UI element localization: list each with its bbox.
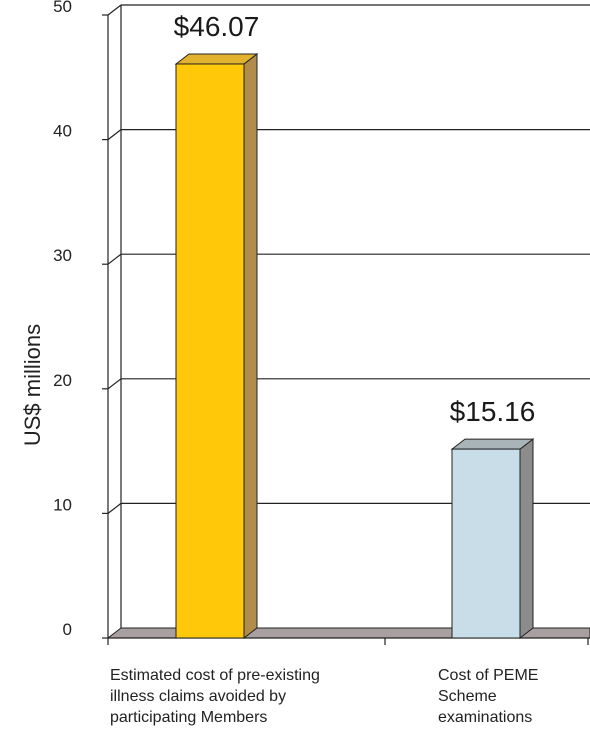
- bar-top: [174, 53, 259, 65]
- category-label: illness claims avoided by: [110, 688, 286, 705]
- category-label: Estimated cost of pre-existing: [110, 667, 320, 684]
- y-axis-label: US$ millions: [20, 324, 45, 446]
- gridline-connector: [107, 502, 122, 514]
- gridline-connector: [107, 129, 122, 141]
- y-tick-label: 30: [53, 246, 72, 265]
- gridline-connector: [107, 4, 122, 16]
- y-tick-label: 0: [63, 620, 72, 639]
- y-tick-label: 20: [53, 371, 72, 390]
- category-label: Scheme: [438, 688, 497, 705]
- bar-top: [450, 438, 535, 450]
- data-label: $46.07: [174, 11, 260, 42]
- gridline-connector: [107, 253, 122, 265]
- gridline-connector: [107, 378, 122, 390]
- y-tick-label: 50: [53, 0, 72, 16]
- bar: [175, 63, 245, 639]
- y-tick-label: 40: [53, 122, 72, 141]
- bar-side: [519, 438, 534, 640]
- category-label: Cost of PEME: [438, 667, 538, 684]
- category-label: examinations: [438, 709, 532, 726]
- bar-side: [243, 52, 258, 640]
- y-tick-label: 10: [53, 495, 72, 514]
- bar: [451, 448, 521, 639]
- data-label: $15.16: [450, 396, 536, 427]
- category-label: participating Members: [110, 709, 267, 726]
